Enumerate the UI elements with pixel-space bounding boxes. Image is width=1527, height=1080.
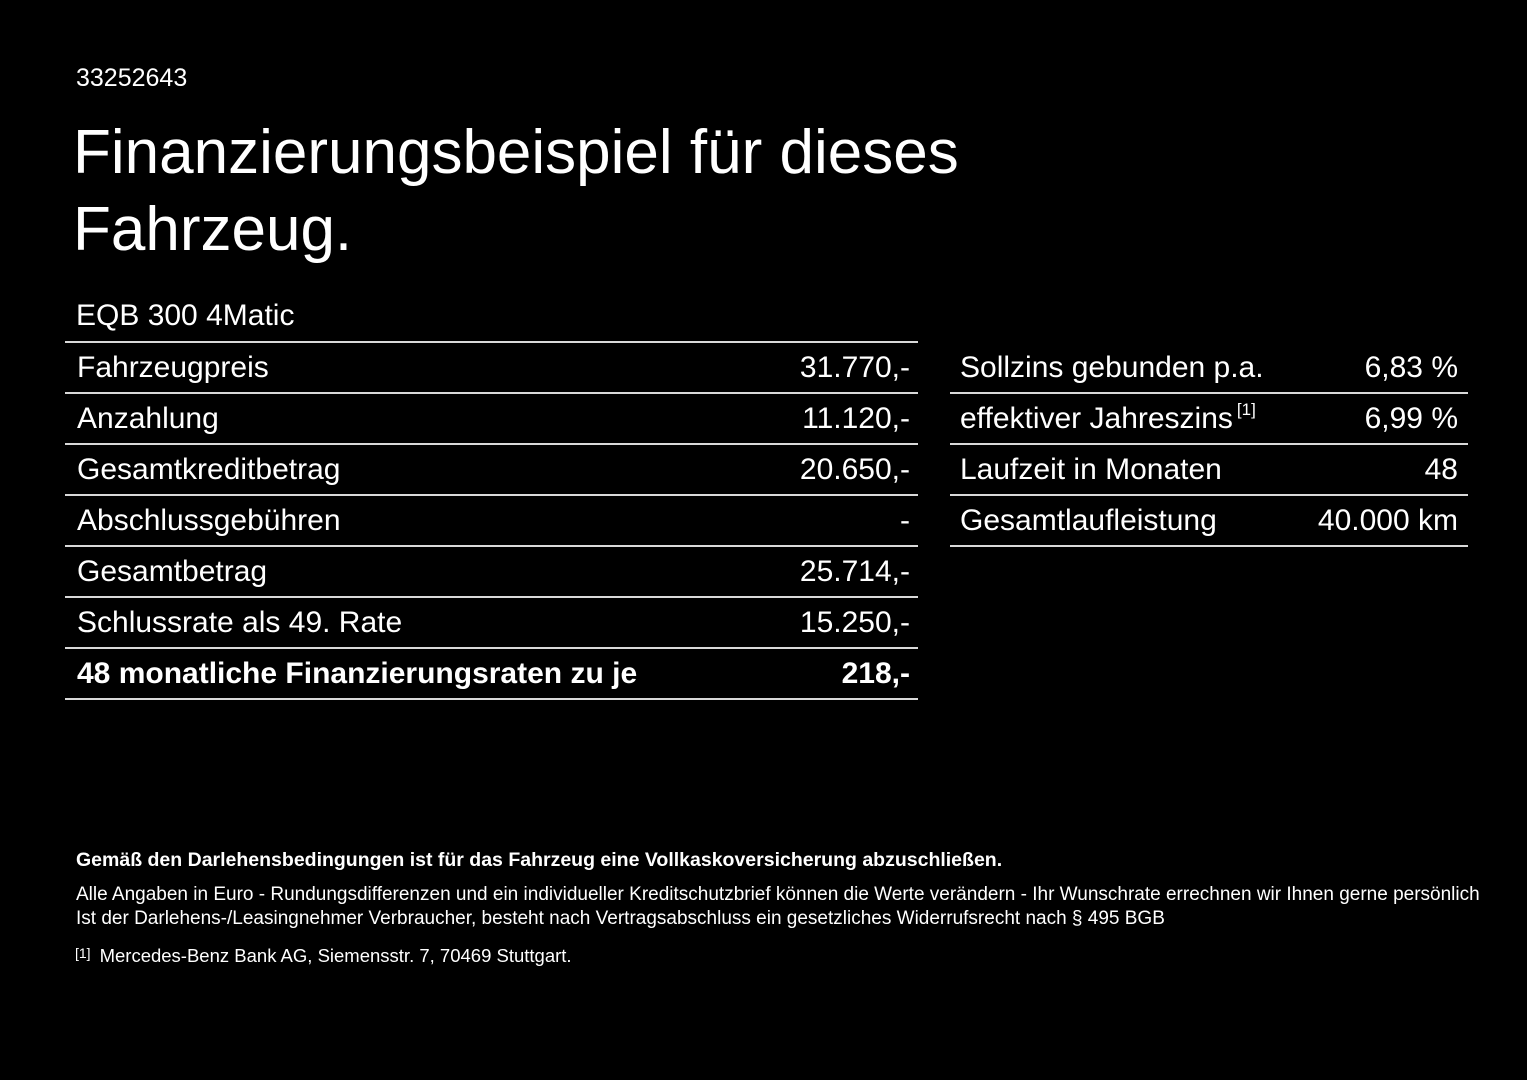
table-row-monatsrate: 48 monatliche Finanzierungsraten zu je 2… (65, 647, 918, 698)
page-title: Finanzierungsbeispiel für dieses Fahrzeu… (73, 118, 959, 264)
footnote: [1] Mercedes-Benz Bank AG, Siemensstr. 7,… (75, 945, 572, 967)
row-value: 20.650,- (799, 452, 910, 486)
row-value: 6,83 % (1364, 350, 1458, 384)
row-label: Sollzins gebunden p.a. (960, 350, 1264, 384)
table-row-anzahlung: Anzahlung 11.120,- (65, 392, 918, 443)
customer-id: 33252643 (76, 64, 188, 92)
row-value: 15.250,- (799, 605, 910, 639)
row-label: Schlussrate als 49. Rate (77, 605, 403, 639)
conditions-table: Sollzins gebunden p.a. 6,83 % effektiver… (950, 343, 1468, 547)
row-label: 48 monatliche Finanzierungsraten zu je (77, 656, 638, 690)
table-row-gesamtkreditbetrag: Gesamtkreditbetrag 20.650,- (65, 443, 918, 494)
row-value: 11.120,- (802, 401, 910, 435)
table-row-gesamtbetrag: Gesamtbetrag 25.714,- (65, 545, 918, 596)
footnote-marker: [1] (1236, 399, 1256, 419)
table-row-abschlussgebuehren: Abschlussgebühren - (65, 494, 918, 545)
row-value: 48 (1424, 452, 1458, 486)
row-label: Fahrzeugpreis (77, 350, 269, 384)
footnote-marker: [1] (75, 945, 91, 961)
table-row-gesamtlaufleistung: Gesamtlaufleistung 40.000 km (950, 496, 1468, 547)
financing-table: Fahrzeugpreis 31.770,- Anzahlung 11.120,… (65, 341, 918, 700)
table-row-effektiver-jahreszins: effektiver Jahreszins [1] 6,99 % (950, 394, 1468, 445)
vehicle-model: EQB 300 4Matic (76, 299, 295, 332)
insurance-note: Gemäß den Darlehensbedingungen ist für d… (76, 849, 1003, 871)
table-row-fahrzeugpreis: Fahrzeugpreis 31.770,- (65, 341, 918, 392)
row-label: Gesamtlaufleistung (960, 503, 1217, 537)
disclaimer-line-1: Alle Angaben in Euro - Rundungsdifferenz… (76, 884, 1480, 905)
row-label: effektiver Jahreszins [1] (960, 399, 1256, 435)
row-value: 218,- (841, 656, 910, 690)
row-value: - (900, 503, 910, 537)
row-label: Abschlussgebühren (77, 503, 341, 537)
disclaimer-line-2: Ist der Darlehens-/Leasingnehmer Verbrau… (76, 908, 1165, 929)
table-row-schlussrate: Schlussrate als 49. Rate 15.250,- (65, 596, 918, 647)
row-value: 31.770,- (799, 350, 910, 384)
footnote-text: Mercedes-Benz Bank AG, Siemensstr. 7, 70… (99, 945, 572, 966)
row-label: Gesamtkreditbetrag (77, 452, 341, 486)
row-value: 40.000 km (1317, 503, 1458, 537)
table-row-sollzins: Sollzins gebunden p.a. 6,83 % (950, 343, 1468, 394)
row-value: 25.714,- (799, 554, 910, 588)
table-row-laufzeit: Laufzeit in Monaten 48 (950, 445, 1468, 496)
row-value: 6,99 % (1364, 401, 1458, 435)
row-label: Gesamtbetrag (77, 554, 268, 588)
row-label: Anzahlung (77, 401, 219, 435)
row-label: Laufzeit in Monaten (960, 452, 1222, 486)
